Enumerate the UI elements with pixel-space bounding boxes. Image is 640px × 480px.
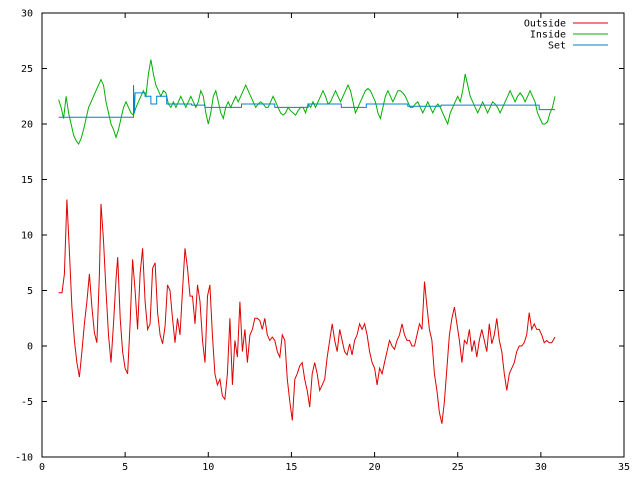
x-tick-label: 30	[535, 462, 547, 473]
y-tick-label: -5	[21, 397, 33, 408]
series-line-inside	[58, 59, 556, 145]
plot-frame	[41, 12, 625, 458]
x-tick-label: 15	[285, 462, 297, 473]
x-tick-label: 10	[202, 462, 214, 473]
series-layer	[58, 59, 556, 424]
y-tick-label: -10	[15, 453, 33, 464]
y-tick-label: 0	[27, 342, 33, 353]
legend-label-set: Set	[548, 41, 566, 52]
x-tick-label: 25	[452, 462, 464, 473]
series-line-set	[58, 85, 555, 118]
y-tick-label: 15	[21, 175, 33, 186]
legend-label-outside: Outside	[524, 19, 566, 30]
x-tick-label: 35	[618, 462, 630, 473]
legend-label-inside: Inside	[530, 30, 566, 41]
series-line-outside	[58, 199, 556, 424]
x-tick-label: 5	[122, 462, 128, 473]
axis-ticks: 0 5 10 15 20 25 30 35 -10 -5 0 5 10 15 20 25 30	[15, 9, 630, 474]
x-tick-label: 20	[369, 462, 381, 473]
y-tick-label: 25	[21, 64, 33, 75]
y-tick-label: 30	[21, 9, 33, 20]
y-tick-label: 20	[21, 120, 33, 131]
y-tick-label: 10	[21, 231, 33, 242]
x-tick-label: 0	[39, 462, 45, 473]
y-tick-label: 5	[27, 286, 33, 297]
